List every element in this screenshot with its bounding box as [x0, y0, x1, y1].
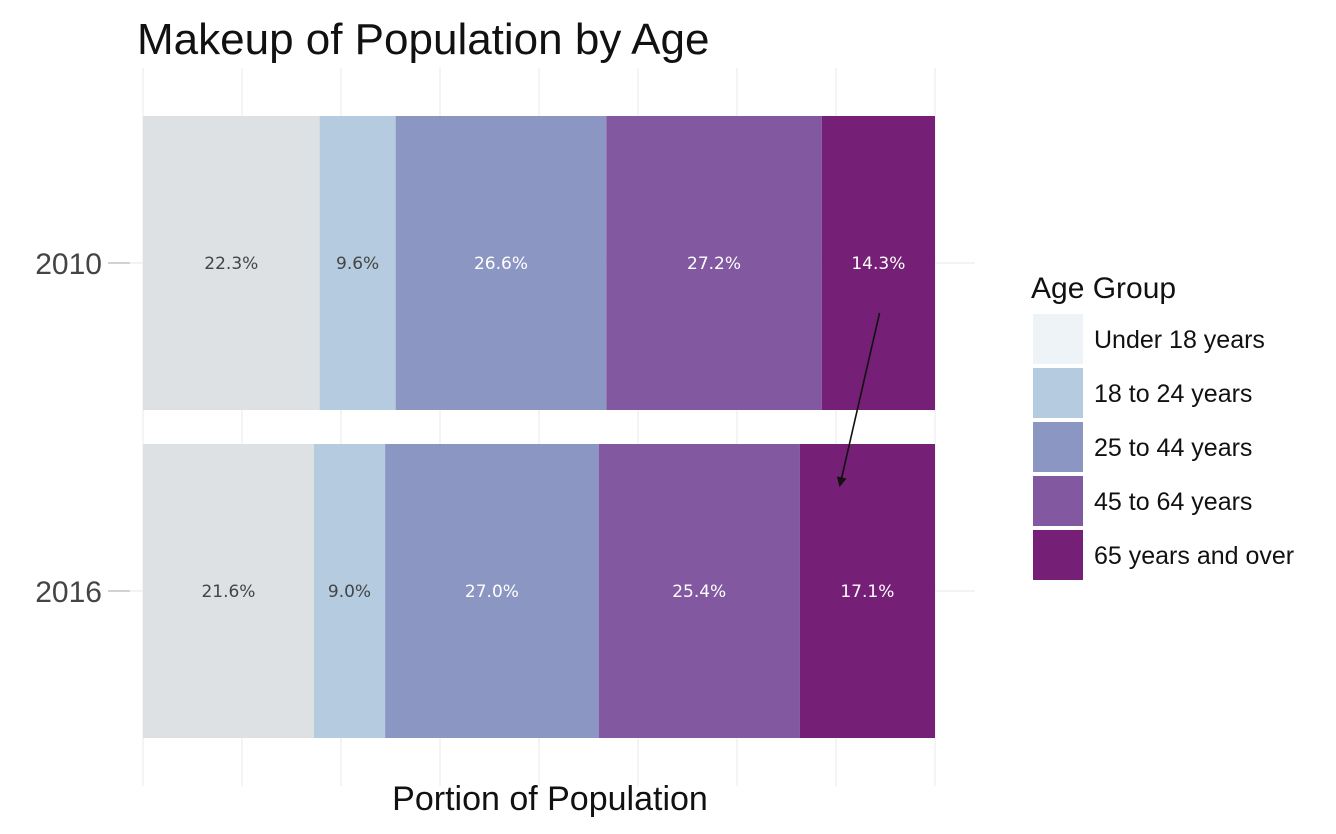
segment-labels: 22.3% 9.6% 26.6% 27.2% 14.3% 21.6% 9.0% 27.0% 25… [201, 254, 905, 602]
data-label: 27.2% [687, 254, 741, 274]
bar-segment [799, 444, 935, 738]
data-label: 25.4% [672, 582, 726, 602]
y-tick-label: 2016 [35, 576, 102, 609]
bars [143, 116, 935, 738]
chart-title: Makeup of Population by Age [137, 15, 709, 64]
legend-label: 65 years and over [1094, 542, 1294, 570]
data-label: 17.1% [840, 582, 894, 602]
legend-label: 18 to 24 years [1094, 380, 1252, 408]
legend-swatch [1033, 422, 1083, 472]
legend-label: 25 to 44 years [1094, 434, 1252, 462]
data-label: 22.3% [204, 254, 258, 274]
annotations [836, 312, 881, 488]
legend-swatch [1033, 476, 1083, 526]
bar-segment [313, 444, 386, 738]
data-label: 14.3% [851, 254, 905, 274]
legend-swatch [1033, 368, 1083, 418]
data-label: 21.6% [201, 582, 255, 602]
data-label: 9.0% [328, 582, 371, 602]
data-label: 9.6% [336, 254, 379, 274]
bar-segment [395, 116, 607, 410]
data-label: 27.0% [465, 582, 519, 602]
legend-swatch [1033, 530, 1083, 580]
bar-segment [385, 444, 599, 738]
legend: Age Group Under 18 years 18 to 24 years 25… [1031, 272, 1294, 580]
bar-segment [606, 116, 822, 410]
bar-segment [598, 444, 800, 738]
bar-segment [143, 116, 320, 410]
bar-segment [821, 116, 935, 410]
legend-swatch [1033, 314, 1083, 364]
legend-items: Under 18 years 18 to 24 years 25 to 44 yea… [1033, 314, 1294, 580]
x-axis-label: Portion of Population [392, 780, 708, 818]
annotation-arrow [836, 312, 881, 488]
y-axis-ticks: 2010 2016 [35, 248, 130, 609]
legend-title: Age Group [1031, 272, 1176, 305]
data-label: 26.6% [474, 254, 528, 274]
bar-segment [319, 116, 396, 410]
y-tick-label: 2010 [35, 248, 102, 281]
legend-label: Under 18 years [1094, 326, 1265, 354]
legend-label: 45 to 64 years [1094, 488, 1252, 516]
bar-segment [143, 444, 314, 738]
